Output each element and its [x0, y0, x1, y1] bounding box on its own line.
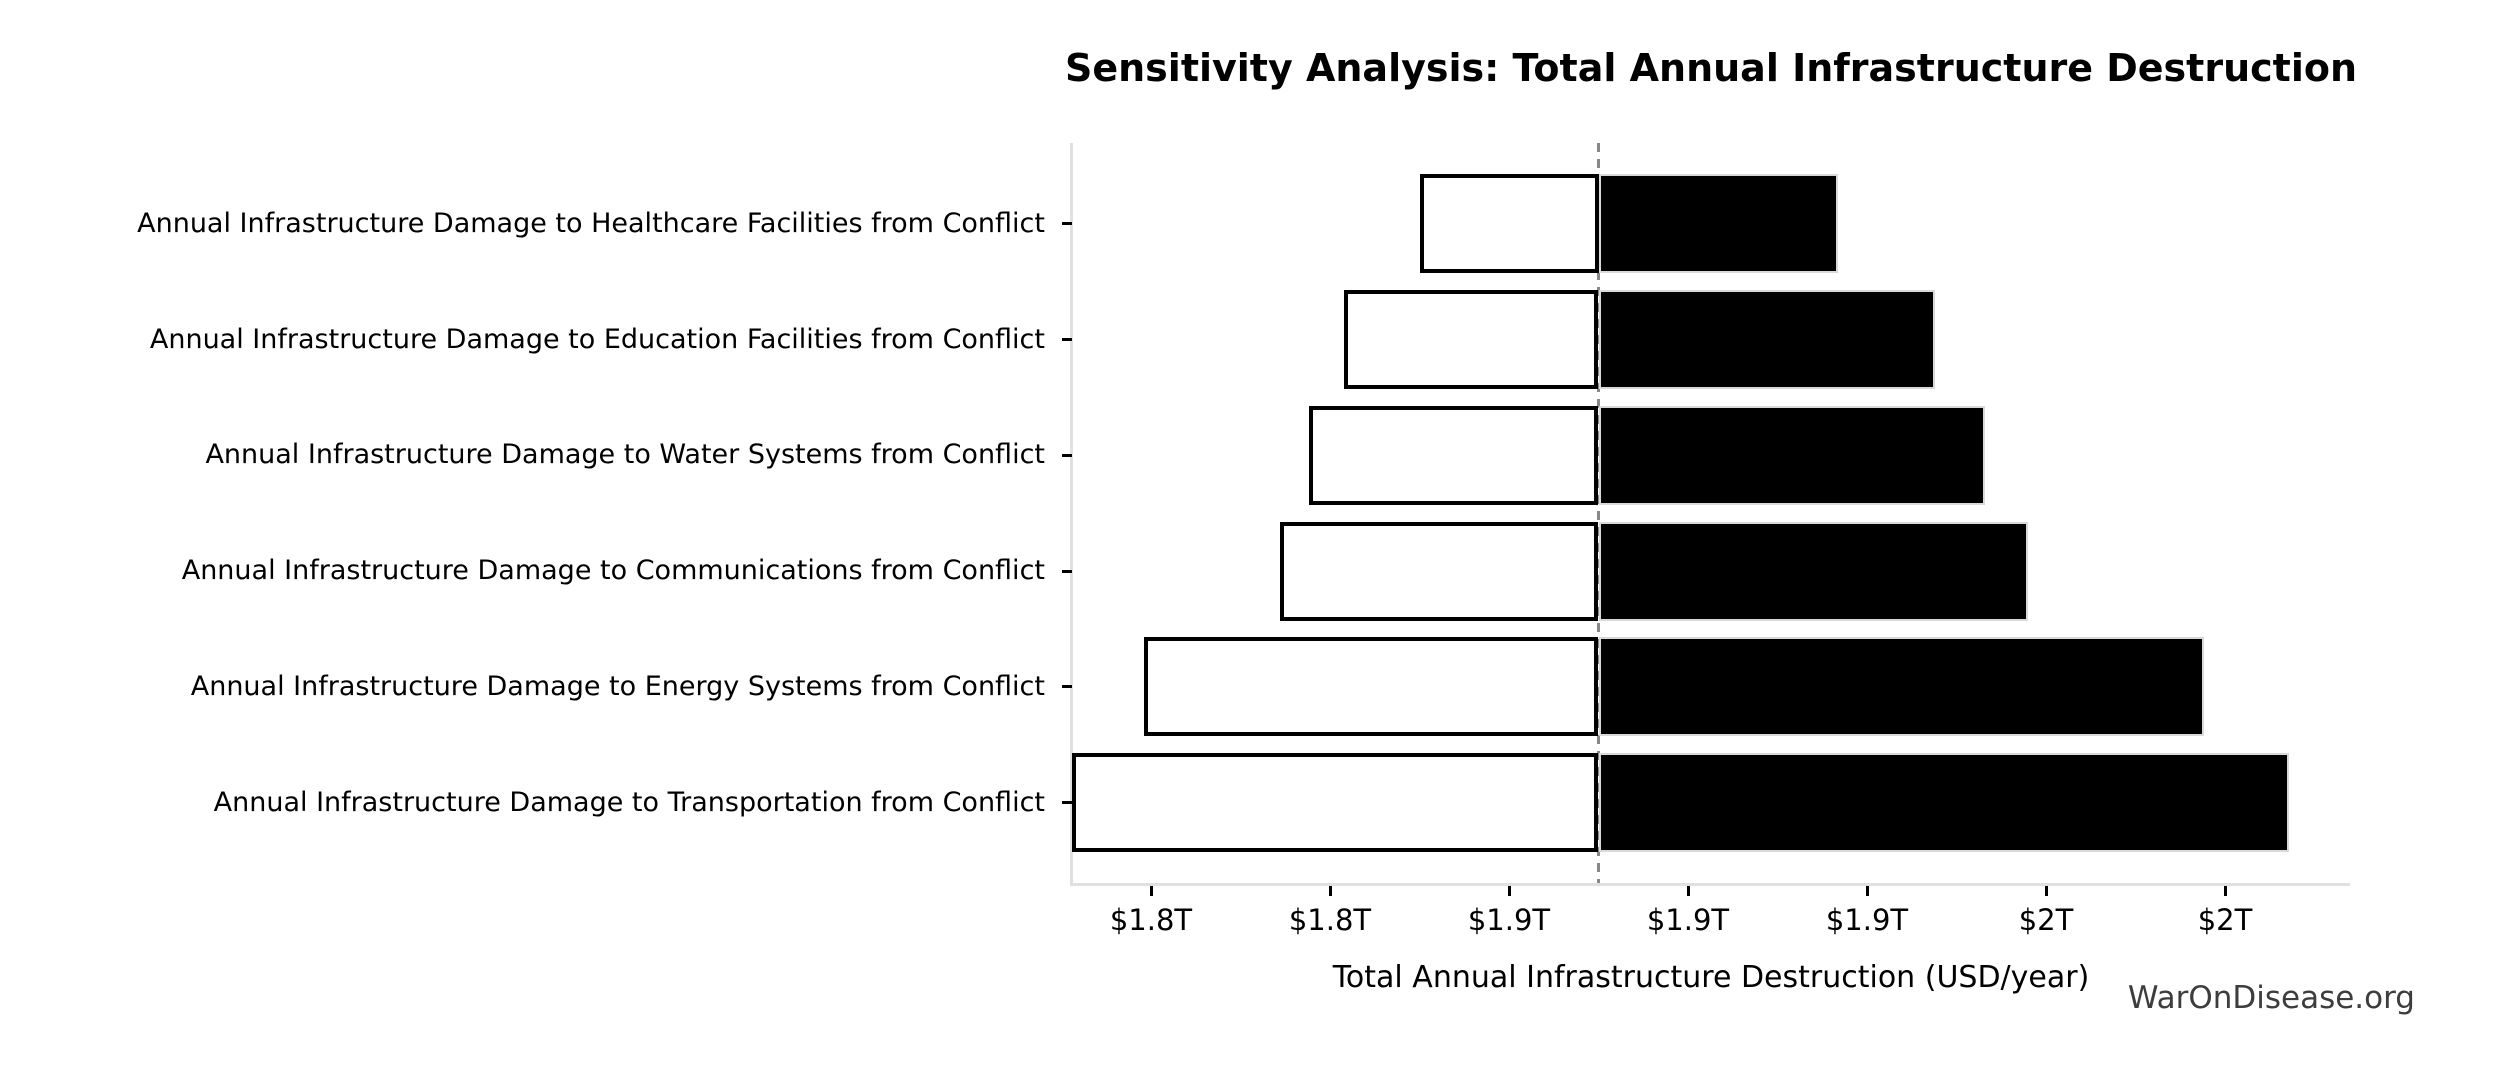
bar-high [1598, 174, 1839, 274]
x-tick-label: $1.8T [1288, 903, 1372, 937]
bar-low [1072, 753, 1599, 853]
x-tick-label: $1.9T [1467, 903, 1551, 937]
x-axis-spine [1070, 883, 2350, 886]
bar-high [1598, 637, 2204, 737]
x-tick-mark [2223, 886, 2227, 896]
y-tick-mark [1062, 338, 1072, 342]
bar-high [1598, 405, 1986, 505]
bar-low [1308, 405, 1599, 505]
y-axis-label: Annual Infrastructure Damage to Transpor… [213, 786, 1045, 818]
x-tick-label: $1.9T [1825, 903, 1909, 937]
bar-low [1419, 174, 1599, 274]
bar-low [1344, 290, 1599, 390]
x-tick-label: $1.9T [1646, 903, 1730, 937]
y-axis-label: Annual Infrastructure Damage to Healthca… [137, 207, 1045, 239]
y-tick-mark [1062, 453, 1072, 457]
y-axis-label: Annual Infrastructure Damage to Communic… [181, 555, 1045, 587]
y-tick-mark [1062, 801, 1072, 805]
watermark: WarOnDisease.org [2127, 980, 2415, 1016]
bar-high [1598, 753, 2290, 853]
bar-high [1598, 290, 1936, 390]
y-tick-mark [1062, 569, 1072, 573]
chart-title: Sensitivity Analysis: Total Annual Infra… [1064, 46, 2358, 90]
x-tick-mark [1328, 886, 1332, 896]
x-tick-label: $1.8T [1109, 903, 1193, 937]
x-tick-mark [1507, 886, 1511, 896]
bar-low [1143, 637, 1599, 737]
baseline-dashed-line [1597, 143, 1600, 883]
x-tick-label: $2T [2197, 903, 2253, 937]
y-axis-spine [1070, 143, 1073, 886]
y-tick-mark [1062, 685, 1072, 689]
x-tick-label: $2T [2018, 903, 2074, 937]
bar-high [1598, 521, 2029, 621]
y-axis-label: Annual Infrastructure Damage to Water Sy… [205, 439, 1045, 471]
x-axis-title: Total Annual Infrastructure Destruction … [1332, 960, 2090, 995]
x-tick-mark [1149, 886, 1153, 896]
y-axis-label: Annual Infrastructure Damage to Educatio… [149, 323, 1045, 355]
y-tick-mark [1062, 222, 1072, 226]
x-tick-mark [1865, 886, 1869, 896]
x-tick-mark [2044, 886, 2048, 896]
bar-low [1279, 521, 1599, 621]
y-axis-label: Annual Infrastructure Damage to Energy S… [190, 670, 1045, 702]
x-tick-mark [1686, 886, 1690, 896]
